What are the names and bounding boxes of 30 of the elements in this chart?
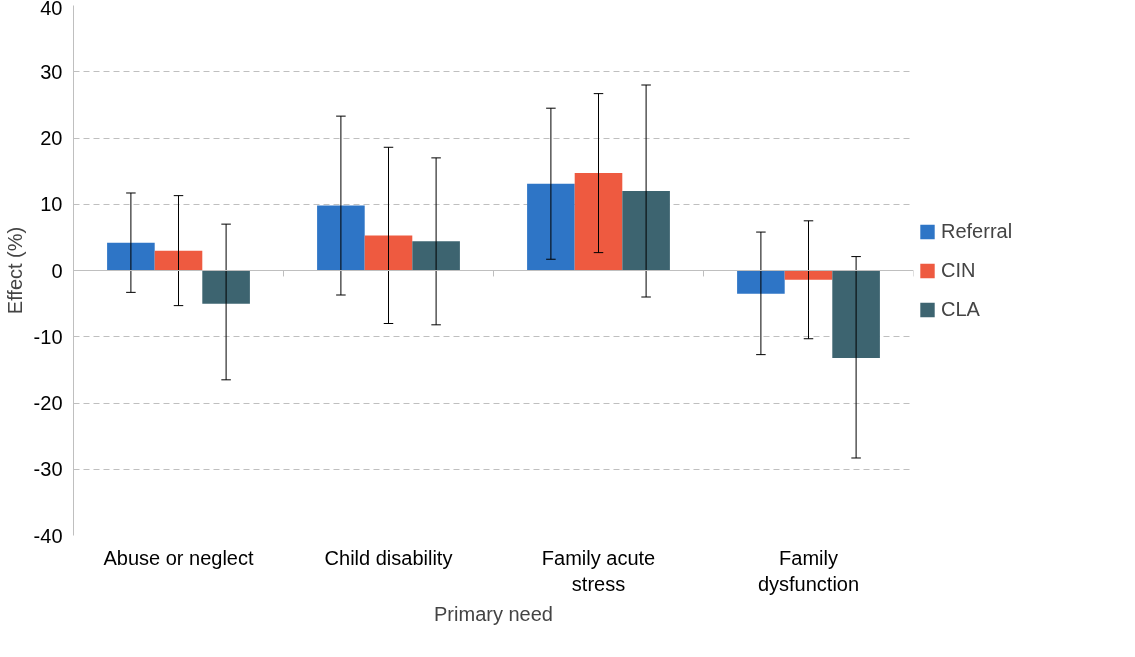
legend-label: CIN (941, 258, 976, 282)
x-tick-label: Child disability (324, 546, 453, 569)
y-tick-label: 20 (40, 127, 63, 149)
bar (412, 241, 460, 271)
x-axis-title: Primary need (434, 602, 553, 625)
x-tick-label: Family dysfunction (757, 546, 860, 595)
y-tick-label: -30 (33, 458, 63, 481)
bar (154, 250, 203, 271)
y-axis-title: Effect (%) (3, 226, 26, 315)
y-tick-label: 0 (51, 259, 63, 282)
x-tick-label: Abuse or neglect (103, 546, 254, 569)
bar (107, 242, 155, 271)
legend-label: Referral (941, 219, 1013, 243)
y-tick-label: -20 (33, 392, 63, 414)
bar (832, 270, 880, 358)
y-tick-label: 30 (40, 60, 63, 83)
y-tick-label: 10 (40, 193, 63, 216)
x-tick-label: Family acute stress (541, 546, 656, 595)
y-tick-label: 40 (40, 0, 63, 19)
bar (317, 205, 365, 271)
bar (202, 270, 250, 304)
y-tick-label: -40 (33, 524, 63, 547)
bar (622, 191, 670, 271)
legend-label: CLA (941, 297, 980, 321)
bar (784, 270, 833, 280)
bar (737, 270, 785, 294)
y-tick-label: -10 (33, 325, 63, 348)
bar (527, 183, 575, 271)
bar (574, 173, 623, 271)
bar (364, 235, 413, 271)
